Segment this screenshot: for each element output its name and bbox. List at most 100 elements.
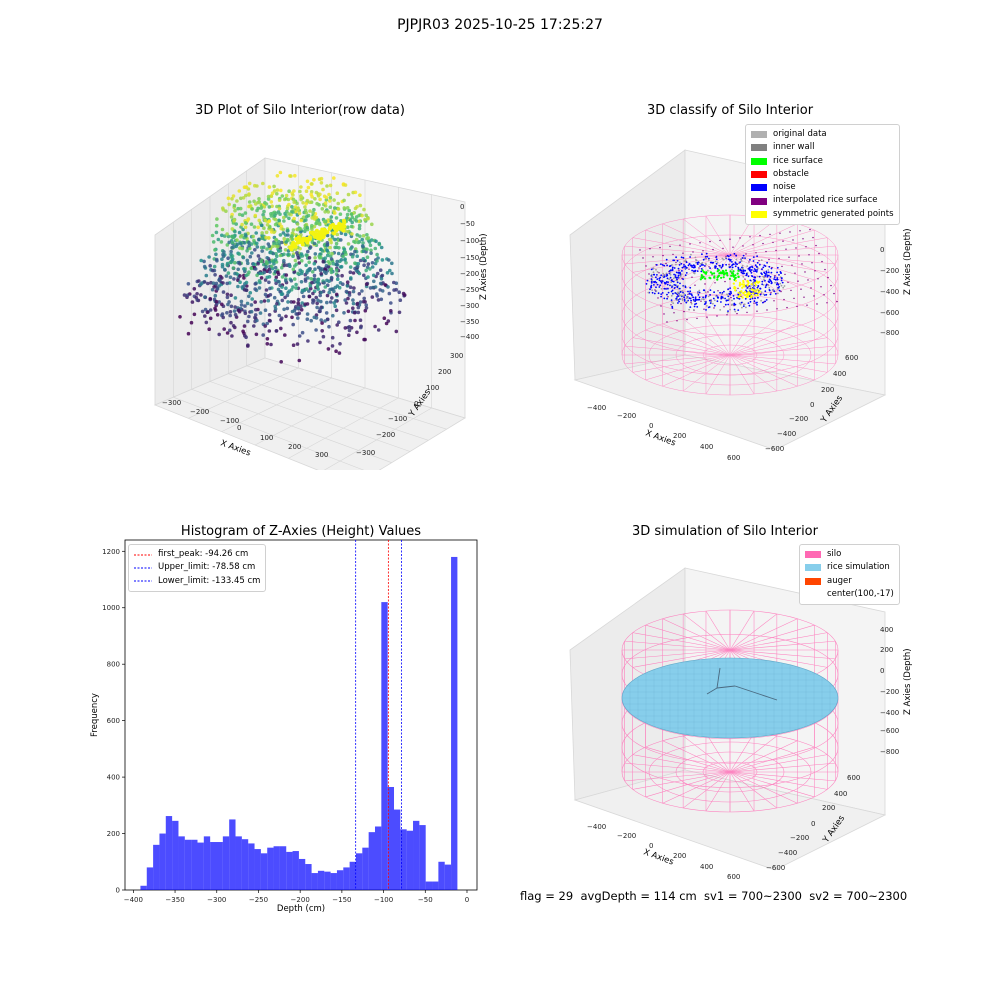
noise-point — [702, 264, 704, 266]
raw-data-point — [380, 289, 385, 293]
noise-point — [697, 261, 700, 264]
noise-point — [739, 303, 742, 306]
raw-data-point — [304, 287, 309, 291]
raw-data-point — [296, 256, 301, 260]
raw-data-point — [244, 193, 248, 198]
noise-point — [689, 306, 692, 308]
raw-data-point — [347, 333, 351, 337]
interpolated-point — [679, 244, 681, 246]
raw-data-point — [312, 207, 316, 212]
raw-data-point — [229, 320, 233, 325]
interpolated-point — [785, 248, 787, 250]
noise-point — [710, 300, 713, 303]
noise-point — [724, 256, 727, 259]
raw-data-point — [245, 301, 250, 306]
raw-data-point — [232, 277, 236, 281]
raw-data-point — [265, 223, 270, 227]
raw-data-point — [258, 311, 263, 315]
raw-data-point — [334, 349, 338, 353]
histogram-bars — [140, 556, 458, 890]
raw-data-point — [334, 262, 339, 267]
raw-data-point — [310, 270, 315, 274]
raw-data-point — [308, 200, 312, 205]
raw-data-point — [257, 237, 261, 242]
histogram-x-ticks: −400 −350 −300 −250 −200 −150 −100 −50 0 — [124, 890, 469, 904]
histogram-bar — [311, 873, 318, 890]
raw-data-point — [304, 236, 309, 241]
raw-data-point — [257, 218, 261, 223]
raw-data-point — [333, 245, 337, 250]
raw-data-point — [364, 306, 369, 310]
symmetric-point — [737, 291, 740, 294]
interpolated-point — [652, 256, 654, 258]
noise-point — [754, 279, 756, 282]
svg-text:600: 600 — [727, 873, 740, 881]
raw-data-point — [273, 265, 278, 270]
raw-data-point — [232, 203, 237, 208]
noise-point — [764, 300, 766, 303]
raw-data-point — [280, 316, 284, 320]
noise-point — [682, 292, 685, 295]
raw-data-point — [341, 282, 345, 286]
noise-point — [651, 276, 653, 278]
noise-point — [768, 286, 771, 289]
raw-data-point — [248, 204, 253, 208]
raw-data-point — [397, 310, 402, 315]
raw-data-point — [291, 285, 295, 289]
noise-point — [733, 297, 735, 300]
histogram-bar — [419, 825, 426, 890]
noise-point — [681, 299, 684, 302]
noise-point — [709, 294, 711, 296]
raw-data-point — [342, 220, 347, 225]
raw-data-point — [297, 211, 302, 216]
raw-data-point — [374, 239, 378, 244]
raw-data-point — [366, 236, 371, 240]
raw-data-point — [299, 185, 303, 189]
noise-point — [719, 291, 721, 294]
raw-data-point — [293, 173, 297, 178]
noise-point — [690, 302, 693, 305]
noise-point — [690, 264, 692, 267]
noise-point — [761, 268, 763, 271]
noise-point — [740, 258, 742, 261]
symmetric-point — [742, 291, 745, 295]
raw-data-point — [267, 185, 272, 189]
raw-data-point — [385, 271, 390, 275]
noise-point — [677, 287, 680, 290]
raw-data-point — [318, 256, 322, 260]
raw-data-point — [265, 269, 269, 273]
raw-data-point — [339, 231, 344, 235]
raw-data-point — [365, 247, 369, 252]
raw-data-point — [313, 267, 317, 271]
svg-text:−150: −150 — [460, 254, 479, 262]
noise-point — [783, 285, 786, 287]
raw-data-point — [300, 259, 304, 263]
raw-data-point — [342, 206, 347, 210]
raw-data-point — [358, 193, 362, 197]
noise-point — [771, 289, 774, 291]
raw-data-point — [253, 307, 258, 312]
raw-data-point — [325, 293, 330, 298]
raw-data-point — [311, 298, 315, 302]
raw-data-point — [255, 245, 260, 249]
simulation-y-ticks: 600 400 200 0 −200 −400 −600 — [766, 774, 860, 872]
raw-data-point — [185, 293, 190, 297]
interpolated-point — [790, 289, 792, 292]
raw-data-point — [290, 243, 295, 247]
raw-data-point — [378, 268, 383, 272]
histogram-bar — [400, 829, 407, 890]
raw-data-point — [265, 262, 269, 266]
raw-data-point — [206, 281, 210, 286]
rice-surface-point — [724, 269, 728, 272]
interpolated-point — [663, 313, 665, 315]
raw-data-point — [286, 228, 290, 233]
raw-data-point — [356, 261, 361, 266]
raw-data-point — [289, 246, 294, 251]
raw-data-point — [322, 281, 326, 285]
noise-point — [676, 296, 678, 298]
raw-data-point — [285, 293, 290, 298]
raw-data-point — [298, 227, 303, 231]
raw-data-point — [284, 193, 289, 198]
svg-text:200: 200 — [821, 386, 834, 394]
